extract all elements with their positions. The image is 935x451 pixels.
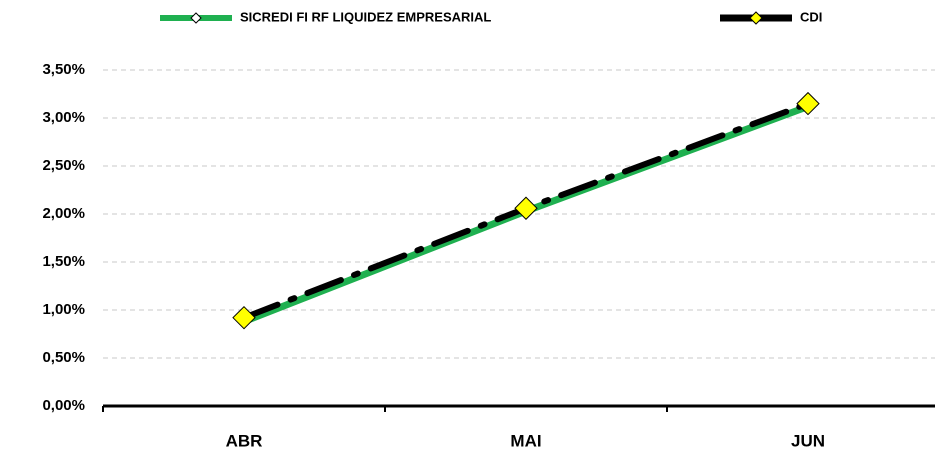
y-tick-label: 3,00% <box>42 109 85 126</box>
y-tick-label: 2,50% <box>42 157 85 174</box>
legend-marker <box>749 11 763 25</box>
legend-label: CDI <box>800 9 822 24</box>
y-tick-label: 3,50% <box>42 61 85 78</box>
y-tick-label: 1,00% <box>42 301 85 318</box>
legend-label: SICREDI FI RF LIQUIDEZ EMPRESARIAL <box>240 9 491 24</box>
x-tick-label: MAI <box>510 431 541 450</box>
x-tick-label: JUN <box>791 431 825 450</box>
y-tick-label: 2,00% <box>42 205 85 222</box>
legend-marker <box>190 12 202 24</box>
y-tick-label: 0,00% <box>42 397 85 414</box>
y-tick-label: 1,50% <box>42 253 85 270</box>
marker <box>514 196 538 220</box>
marker <box>232 305 256 330</box>
x-tick-label: ABR <box>226 431 263 450</box>
y-tick-label: 0,50% <box>42 349 85 366</box>
marker <box>796 91 820 116</box>
